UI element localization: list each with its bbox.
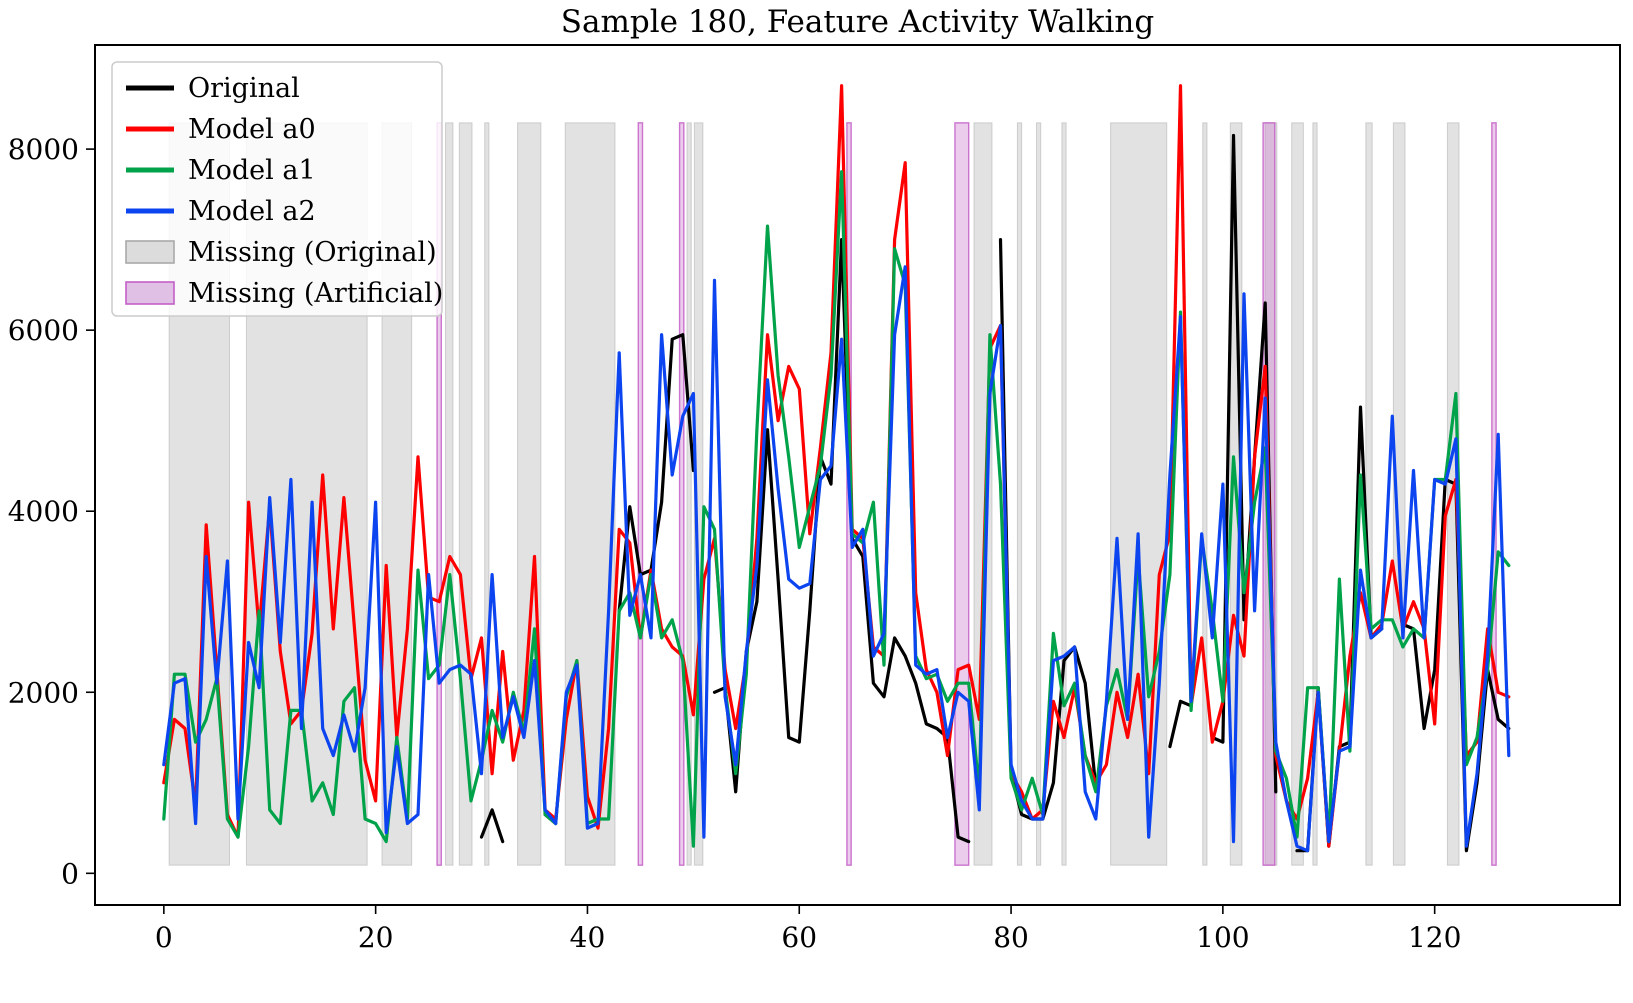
missing-original-band [1035,122,1042,866]
missing-original-band [484,122,490,866]
missing-original-band [1061,122,1067,866]
x-tick-label: 120 [1408,921,1461,954]
missing-original-band [458,122,473,866]
missing-original-band [1291,122,1304,866]
x-tick-label: 40 [570,921,606,954]
legend-swatch-patch [125,281,175,305]
legend-label: Model a2 [188,196,316,227]
x-tick-label: 20 [358,921,394,954]
missing-artificial-band [678,122,685,866]
series-line-model-a2 [162,265,1511,853]
missing-original-band [564,122,616,866]
legend-label: Model a1 [188,155,316,186]
legend-label: Model a0 [188,114,316,145]
y-tick-label: 0 [61,857,79,890]
missing-original-band [1110,122,1168,866]
y-tick-label: 4000 [8,495,79,528]
legend-swatch-patch [125,240,175,264]
missing-original-band [1202,122,1208,866]
missing-original-band [1312,122,1318,866]
y-tick-label: 8000 [8,133,79,166]
y-tick-label: 6000 [8,314,79,347]
missing-original-band [686,122,692,866]
x-tick-label: 80 [993,921,1029,954]
missing-original-band [1016,122,1023,866]
x-tick-label: 0 [155,921,173,954]
legend: Original Model a0 Model a1 Model a2 Missing … [111,61,443,317]
legend-box [111,61,443,317]
missing-original-band [973,122,993,866]
axes-frame [94,44,1621,906]
missing-original-band [517,122,542,866]
series-line-original [479,133,1511,853]
legend-label: Missing (Original) [188,237,437,268]
x-tick-label: 100 [1196,921,1249,954]
missing-original-band [1392,122,1406,866]
missing-original-band [1365,122,1373,866]
missing-artificial-band [954,122,970,866]
legend-label: Original [188,73,300,104]
x-tick-label: 60 [781,921,817,954]
chart-title: Sample 180, Feature Activity Walking [560,4,1155,40]
legend-label: Missing (Artificial) [188,278,443,309]
missing-original-band [445,122,454,866]
y-tick-label: 2000 [8,676,79,709]
missing-artificial-band [637,122,644,866]
